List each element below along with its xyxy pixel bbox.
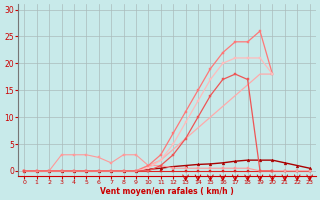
X-axis label: Vent moyen/en rafales ( km/h ): Vent moyen/en rafales ( km/h )	[100, 187, 234, 196]
